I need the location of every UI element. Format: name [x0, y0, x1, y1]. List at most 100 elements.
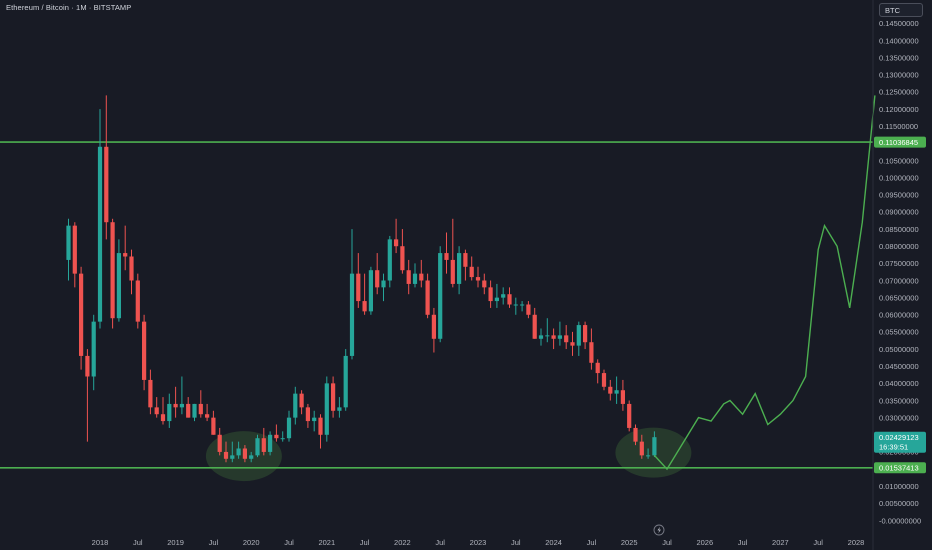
candle-body — [375, 270, 380, 288]
candle — [186, 397, 191, 418]
candle — [349, 229, 355, 360]
candle-body — [72, 225, 77, 274]
level-badge — [874, 136, 926, 148]
candle-body — [381, 280, 386, 288]
candle — [375, 253, 380, 295]
candle — [368, 266, 373, 315]
candle — [639, 434, 644, 459]
candle — [431, 307, 436, 353]
candle — [167, 393, 172, 428]
projection-line — [653, 95, 876, 471]
y-tick-label: -0.00000000 — [879, 516, 921, 525]
y-tick-label: 0.03500000 — [879, 396, 919, 405]
candle-body — [167, 403, 172, 422]
candle — [494, 283, 499, 308]
candle — [79, 266, 84, 370]
candle-body — [312, 417, 317, 422]
y-tick-label: 0.05000000 — [879, 345, 919, 354]
candle-body — [425, 280, 430, 315]
x-tick-label: 2021 — [318, 538, 335, 547]
candle — [589, 328, 594, 370]
candle — [463, 249, 468, 281]
current-price-badge — [874, 431, 926, 453]
candle — [601, 369, 607, 391]
candle-body — [520, 304, 525, 306]
current-price-label: 0.02429123 — [879, 433, 919, 442]
candle-body — [570, 342, 575, 346]
candle — [286, 410, 292, 442]
candle — [627, 400, 632, 432]
horizontal-levels[interactable] — [0, 141, 873, 469]
candle-body — [646, 455, 651, 457]
candle — [387, 235, 392, 288]
lightning-icon[interactable] — [653, 524, 665, 536]
x-tick-label: Jul — [133, 538, 143, 547]
candle — [249, 451, 254, 463]
y-tick-label: 0.06000000 — [879, 311, 919, 320]
candle-body — [261, 438, 266, 452]
level-badge-label: 0.01537413 — [879, 464, 919, 473]
candle — [242, 445, 247, 463]
candle-body — [356, 273, 361, 302]
candle — [255, 434, 260, 458]
candle-body — [368, 270, 373, 312]
candle-body — [349, 273, 355, 356]
candle-body — [576, 325, 581, 346]
candle — [129, 249, 134, 295]
candle-body — [148, 379, 153, 408]
candle — [148, 369, 153, 415]
x-tick-label: Jul — [284, 538, 294, 547]
candle — [85, 349, 90, 442]
candle — [173, 386, 178, 418]
candlestick-series — [66, 95, 657, 463]
candle-body — [387, 239, 392, 281]
candle — [469, 256, 474, 281]
candle — [425, 273, 430, 319]
x-tick-label: 2024 — [545, 538, 562, 547]
candle-body — [268, 434, 273, 452]
candle-body — [394, 239, 399, 247]
candle — [532, 307, 537, 339]
x-tick-label: Jul — [360, 538, 370, 547]
candle — [192, 403, 197, 422]
candle — [343, 349, 348, 411]
candle — [362, 273, 367, 315]
y-tick-label: 0.12500000 — [879, 88, 919, 97]
candle — [198, 390, 203, 418]
candle — [652, 431, 657, 458]
candle-body — [85, 355, 90, 377]
candle — [97, 109, 103, 329]
candle — [444, 232, 449, 274]
y-tick-label: 0.08500000 — [879, 225, 919, 234]
currency-button[interactable]: BTC — [879, 3, 923, 17]
candle — [223, 441, 229, 463]
candle-body — [255, 438, 260, 456]
candle — [160, 397, 166, 425]
candle — [475, 266, 481, 288]
candle — [488, 280, 493, 308]
time-axis[interactable]: 2018 Jul 2019 Jul 2020 Jul 2021 Jul 2022 Jul 2023 J… — [92, 538, 865, 547]
candle — [66, 218, 71, 281]
candle — [154, 397, 159, 418]
candle-body — [129, 256, 134, 281]
candle-body — [469, 266, 474, 278]
x-tick-label: Jul — [813, 538, 823, 547]
y-tick-label: 0.01000000 — [879, 482, 919, 491]
level-badge — [874, 462, 926, 474]
projection-path[interactable] — [653, 95, 876, 471]
candle-body — [116, 253, 121, 319]
candle — [205, 403, 210, 422]
candle — [520, 301, 525, 312]
candle-body — [135, 280, 140, 322]
candle-body — [494, 297, 499, 302]
y-tick-label: 0.03000000 — [879, 413, 919, 422]
y-tick-label: 0.10000000 — [879, 173, 919, 182]
candle — [324, 376, 329, 442]
candle-body — [97, 146, 103, 322]
candle-body — [142, 321, 147, 380]
candle — [331, 376, 336, 418]
candle-body — [557, 335, 562, 339]
candle — [507, 287, 512, 308]
y-tick-label: 0.05500000 — [879, 328, 919, 337]
